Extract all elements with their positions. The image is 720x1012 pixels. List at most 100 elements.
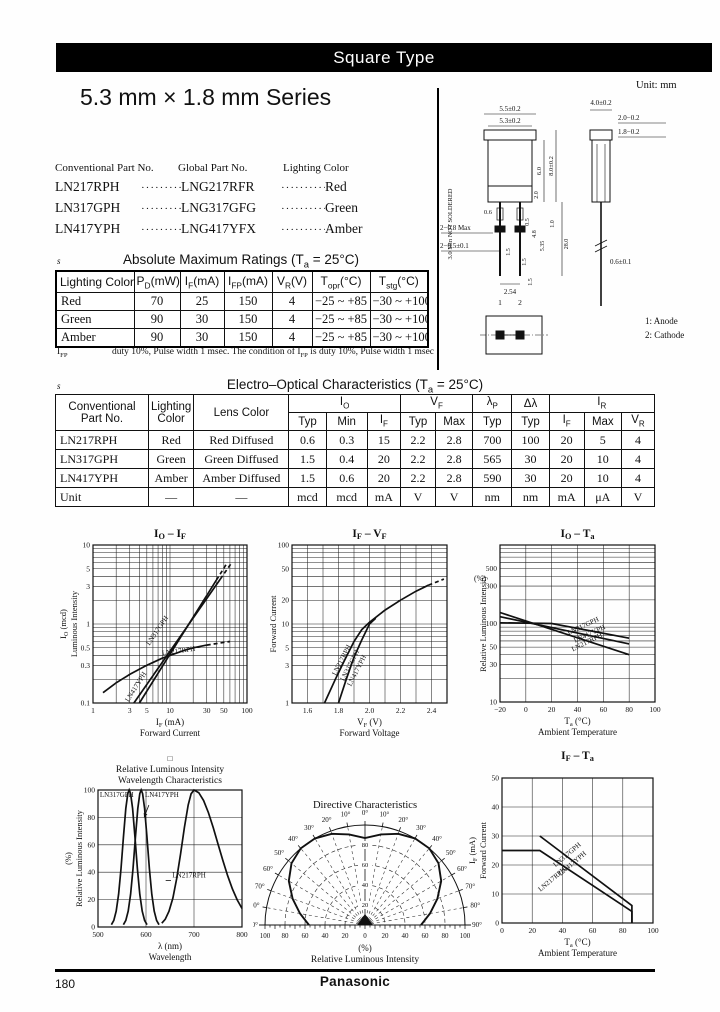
dim-label: 0.6 (484, 209, 493, 216)
series-LN317GPH (499, 621, 630, 640)
svg-text:0: 0 (495, 919, 499, 928)
cell: 15 (366, 430, 401, 450)
svg-text:30°: 30° (416, 824, 426, 832)
series-LN417YPH (122, 787, 160, 926)
cell: 20 (366, 449, 401, 469)
svg-text:(%): (%) (358, 943, 372, 953)
svg-text:60: 60 (600, 705, 608, 714)
cell: 2.8 (435, 449, 474, 469)
svg-text:2.0: 2.0 (365, 706, 375, 715)
abs-max-footnote: IFP duty 10%, Pulse width 1 msec. The co… (57, 347, 617, 359)
part-list-cell: Amber (325, 221, 363, 236)
series-LN417YPH-ext (215, 562, 228, 581)
series-LN317GPH/LN417YPH (337, 617, 377, 704)
mechanical-drawing: Unit: mm 5.5±0.2 5.3±0.2 6.0 8.0±0.2 2.0… (440, 80, 684, 355)
cell: 20 (548, 449, 585, 469)
svg-text:40: 40 (88, 868, 96, 877)
svg-text:10: 10 (282, 620, 290, 629)
svg-text:50°: 50° (274, 849, 284, 857)
svg-text:1: 1 (285, 699, 289, 708)
cell: mcd (325, 487, 368, 507)
dim-label: 2−0.8 Max (440, 224, 471, 232)
svg-text:□: □ (168, 754, 173, 763)
svg-text:Ambient Temperature: Ambient Temperature (538, 727, 617, 737)
svg-text:800: 800 (236, 930, 248, 939)
cell: μA (583, 487, 622, 507)
svg-text:100: 100 (241, 706, 253, 715)
svg-text:LN217RPH: LN217RPH (331, 643, 353, 676)
cell: Red (147, 430, 195, 450)
svg-text:40°: 40° (288, 835, 298, 843)
svg-text:50: 50 (490, 643, 498, 652)
header-cell: Typ (399, 412, 437, 431)
dim-label: 5.35 (540, 241, 546, 252)
svg-text:40: 40 (322, 932, 330, 940)
dim-label: 0.5 (525, 218, 531, 226)
svg-text:0.1: 0.1 (81, 699, 91, 708)
svg-text:30: 30 (492, 832, 500, 841)
abs-max-table: Lighting Color PD(mW) IF(mA) IFP(mA) VR(V) To… (55, 270, 429, 348)
part-list-header: Global Part No. (178, 162, 248, 174)
svg-text:Relative Luminous Intensity: Relative Luminous Intensity (74, 809, 84, 907)
dim-label: 2.0 (534, 191, 540, 199)
svg-text:20: 20 (362, 902, 369, 909)
header-cell: λP (472, 394, 513, 413)
dim-label: 0.6±0.1 (610, 258, 632, 266)
cell: 30 (179, 328, 225, 348)
dim-label: 1.5 (522, 258, 528, 266)
part-list-row: LN417YPH······························LN… (55, 221, 405, 242)
svg-text:LN417YPH: LN417YPH (573, 623, 607, 645)
svg-text:10: 10 (492, 890, 500, 899)
chart-if-vs-ta: 0 20 40 60 80 100 0 10 20 30 40 50 IF – Ta Ta (°C)Amb… (468, 750, 659, 958)
svg-text:IF – Ta: IF – Ta (561, 750, 594, 763)
svg-text:Forward Voltage: Forward Voltage (340, 728, 400, 738)
cell: nm (472, 487, 513, 507)
leader-dots: ······························ (281, 203, 325, 215)
cell: −25 ~ +85 (311, 328, 371, 348)
cell: 1.5 (288, 468, 327, 488)
svg-text:5: 5 (145, 706, 149, 715)
cell: −30 ~ +100 (369, 292, 429, 311)
svg-text:Ambient Temperature: Ambient Temperature (538, 948, 617, 958)
svg-text:60: 60 (362, 862, 369, 869)
cell: 4 (271, 328, 313, 348)
header-cell: Lighting Color (147, 394, 195, 431)
svg-text:IO – IF: IO – IF (154, 528, 186, 541)
dim-label: 1.8−0.2 (618, 128, 640, 136)
dim-label: 1.5 (506, 248, 512, 256)
header-cell: IO (288, 394, 401, 413)
brand-logo: Panasonic (319, 974, 391, 989)
cell: 0.6 (325, 468, 368, 488)
svg-text:60°: 60° (263, 865, 273, 873)
cell: mA (548, 487, 585, 507)
cell: V (399, 487, 437, 507)
svg-text:LN217RPH: LN217RPH (570, 631, 603, 653)
svg-text:Luminous Intensity: Luminous Intensity (69, 590, 79, 657)
cell: 2.2 (399, 449, 437, 469)
svg-text:10: 10 (83, 541, 91, 550)
dim-label: 5.3±0.2 (499, 117, 521, 125)
cell: LN317GPH (55, 449, 149, 469)
svg-text:LN217RPH: LN217RPH (537, 866, 568, 894)
svg-text:IF (mA): IF (mA) (268, 610, 269, 637)
svg-text:λ (nm): λ (nm) (158, 941, 182, 951)
dim-label: 4.0±0.2 (590, 99, 612, 107)
part-list-cell: Green (325, 200, 358, 215)
svg-text:LN417YPH: LN417YPH (557, 850, 588, 878)
svg-text:100: 100 (647, 926, 659, 935)
dim-label: 3.0 Min NOT SOLDERED (447, 188, 454, 259)
cell: — (193, 487, 290, 507)
header-cell: Lens Color (193, 394, 290, 431)
svg-text:50: 50 (220, 706, 228, 715)
svg-text:0.5: 0.5 (81, 643, 91, 652)
svg-text:80: 80 (442, 932, 450, 940)
part-list-row: LN217RPH······························LN… (55, 179, 405, 200)
svg-text:500: 500 (92, 930, 104, 939)
abs-max-title: Absolute Maximum Ratings (Ta = 25°C) (122, 252, 360, 271)
header-cell: IF (548, 412, 585, 431)
svg-text:LN317GPH: LN317GPH (100, 791, 134, 799)
svg-text:LN317GPH: LN317GPH (339, 649, 361, 683)
svg-text:30: 30 (490, 660, 498, 669)
svg-text:Forward Current: Forward Current (268, 595, 278, 653)
svg-text:1: 1 (91, 706, 95, 715)
